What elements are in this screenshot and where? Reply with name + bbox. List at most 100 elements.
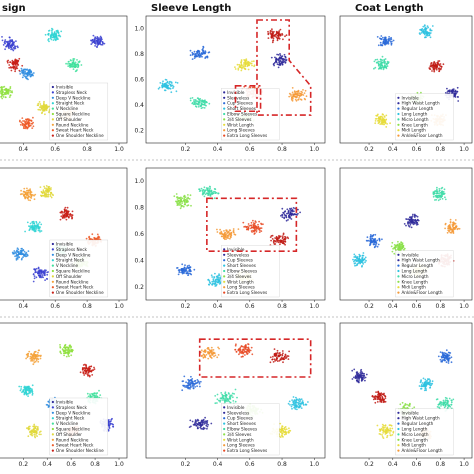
scatter-point [26, 118, 28, 121]
y-tick-label: 1.0 [134, 26, 144, 33]
scatter-point [89, 370, 91, 373]
scatter-point [161, 86, 164, 89]
legend-label: Sleeveless [227, 95, 249, 100]
scatter-point [284, 243, 286, 246]
scatter-point [422, 29, 425, 31]
scatter-point [170, 91, 173, 94]
legend-label: Straight Neck [56, 258, 85, 263]
scatter-point [7, 89, 9, 92]
scatter-point [374, 233, 377, 236]
scatter-point [436, 63, 439, 65]
scatter-point [12, 67, 15, 70]
scatter-point [304, 98, 307, 101]
scatter-point [294, 207, 296, 210]
scatter-point [60, 30, 63, 33]
scatter-point [253, 225, 255, 228]
scatter-point [385, 38, 387, 40]
scatter-point [281, 216, 284, 219]
scatter-point [31, 391, 33, 394]
scatter-point [267, 32, 270, 35]
legend-label: Ankle&Floor Length [401, 133, 442, 138]
scatter-point [276, 53, 278, 56]
scatter-point [288, 95, 291, 98]
scatter-point [37, 223, 40, 225]
scatter-point [279, 34, 282, 37]
scatter-point [27, 395, 29, 397]
scatter-point [183, 266, 186, 269]
scatter-point [29, 222, 32, 225]
scatter-point [201, 99, 204, 102]
scatter-point [36, 223, 39, 226]
scatter-point [40, 106, 43, 109]
scatter-point [25, 72, 27, 75]
scatter-point [381, 238, 383, 241]
x-tick-label: 1.0 [114, 461, 124, 468]
scatter-point [27, 199, 30, 201]
highlight-box [256, 19, 312, 116]
scatter-point [244, 60, 247, 63]
scatter-point [225, 236, 228, 239]
scatter-point [22, 127, 25, 130]
scatter-point [18, 385, 21, 388]
scatter-point [211, 280, 214, 283]
scatter-point [107, 429, 110, 431]
scatter-point [22, 120, 24, 122]
scatter-point [1, 97, 4, 100]
scatter-point [173, 195, 176, 198]
scatter-point [238, 350, 241, 352]
scatter-point [2, 44, 5, 46]
legend-box [49, 239, 109, 298]
y-tick-label: 0.6 [134, 231, 144, 238]
scatter-point [43, 104, 46, 106]
y-tick-label: 0.6 [134, 77, 144, 84]
scatter-point [213, 197, 216, 200]
y-tick-label: 0.4 [134, 102, 144, 109]
scatter-point [429, 29, 432, 32]
scatter-point [454, 89, 457, 92]
scatter-point [56, 29, 59, 32]
scatter-point [383, 123, 385, 125]
legend-marker [397, 275, 400, 278]
x-tick-label: 1.0 [114, 303, 124, 310]
scatter-point [190, 380, 193, 382]
scatter-point [296, 92, 299, 95]
scatter-point [213, 276, 216, 278]
scatter-point [46, 195, 49, 198]
legend-marker [51, 242, 54, 246]
x-tick-label: 0.4 [18, 146, 28, 153]
scatter-point [400, 244, 403, 246]
scatter-point [433, 70, 436, 73]
scatter-point [11, 59, 14, 62]
scatter-point [71, 217, 73, 220]
scatter-point [39, 230, 41, 233]
scatter-point [99, 35, 102, 38]
scatter-point [439, 68, 442, 71]
scatter-point [271, 234, 274, 237]
scatter-point [234, 66, 236, 68]
scatter-point [425, 32, 427, 35]
scatter-point [98, 37, 101, 39]
scatter-point [174, 81, 177, 84]
scatter-point [378, 116, 380, 118]
scatter-point [356, 257, 359, 260]
scatter-point [1, 36, 3, 38]
scatter-point [363, 258, 366, 260]
scatter-point [274, 56, 276, 59]
scatter-point [31, 224, 34, 227]
scatter-point [0, 96, 3, 98]
scatter-point [211, 276, 214, 278]
scatter-point [197, 97, 200, 100]
scatter-point [66, 210, 68, 213]
scatter-point [44, 108, 47, 111]
scatter-point [34, 360, 37, 363]
scatter-point [158, 86, 161, 89]
scatter-point [376, 36, 379, 38]
scatter-point [21, 391, 23, 394]
scatter-point [70, 63, 72, 66]
scatter-point [458, 227, 461, 230]
scatter-point [217, 192, 220, 195]
scatter-point [38, 221, 41, 224]
scatter-point [258, 220, 260, 223]
scatter-point [283, 356, 286, 358]
